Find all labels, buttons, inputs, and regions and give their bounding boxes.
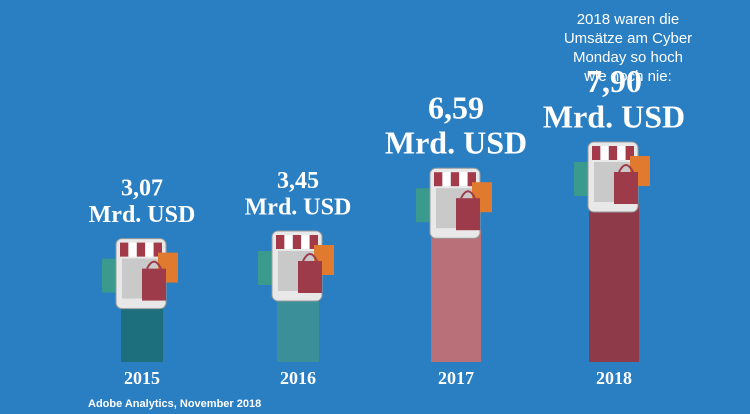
- shop-icon: [102, 238, 178, 310]
- value-label: 6,59: [428, 89, 484, 125]
- awning-stripe: [153, 242, 162, 257]
- annotation: wie noch nie:: [583, 68, 672, 85]
- awning-stripe: [467, 172, 476, 187]
- value-unit: Mrd. USD: [543, 98, 685, 134]
- bag: [142, 268, 166, 301]
- bar: [277, 293, 319, 362]
- awning-stripe: [309, 235, 318, 249]
- awning-stripe: [450, 172, 460, 187]
- value-label: 3,07: [121, 176, 163, 202]
- awning-stripe: [284, 235, 293, 249]
- bag: [298, 261, 322, 293]
- awning-stripe: [600, 146, 609, 160]
- bag-handle: [618, 164, 634, 173]
- value-unit: Mrd. USD: [245, 195, 352, 221]
- awning-stripe: [276, 235, 285, 249]
- shop-icon: [574, 141, 650, 213]
- shop-icon: [258, 230, 334, 302]
- awning-stripe: [442, 172, 451, 187]
- awning-stripe: [301, 235, 310, 249]
- awning-stripe: [136, 242, 146, 257]
- awning-stripe: [625, 146, 634, 160]
- awning-stripe: [459, 172, 468, 187]
- value-label: 7,90: [586, 63, 642, 99]
- x-tick-label: 2016: [280, 368, 316, 388]
- awning-stripe: [120, 242, 129, 257]
- bag: [456, 198, 480, 231]
- bag: [614, 172, 638, 204]
- source: Adobe Analytics, November 2018: [88, 398, 261, 410]
- bag-handle: [302, 253, 318, 262]
- bar: [431, 230, 481, 362]
- bar: [589, 204, 639, 362]
- annotation: Umsätze am Cyber: [564, 30, 692, 47]
- awning-stripe: [617, 146, 626, 160]
- value-label: 3,45: [277, 168, 319, 194]
- value-unit: Mrd. USD: [89, 202, 196, 228]
- bar: [121, 300, 163, 362]
- x-tick-label: 2015: [124, 368, 160, 388]
- shop-icon: [416, 167, 492, 239]
- value-unit: Mrd. USD: [385, 125, 527, 161]
- awning-stripe: [145, 242, 154, 257]
- annotation: 2018 waren die: [577, 11, 680, 28]
- bag-handle: [146, 260, 162, 270]
- awning-stripe: [292, 235, 302, 249]
- awning-stripe: [434, 172, 443, 187]
- bag-handle: [460, 190, 476, 199]
- awning-stripe: [592, 146, 601, 160]
- x-tick-label: 2017: [438, 368, 474, 388]
- awning-stripe: [128, 242, 137, 257]
- annotation: Monday so hoch: [573, 49, 683, 66]
- awning-stripe: [608, 146, 618, 160]
- x-tick-label: 2018: [596, 368, 632, 388]
